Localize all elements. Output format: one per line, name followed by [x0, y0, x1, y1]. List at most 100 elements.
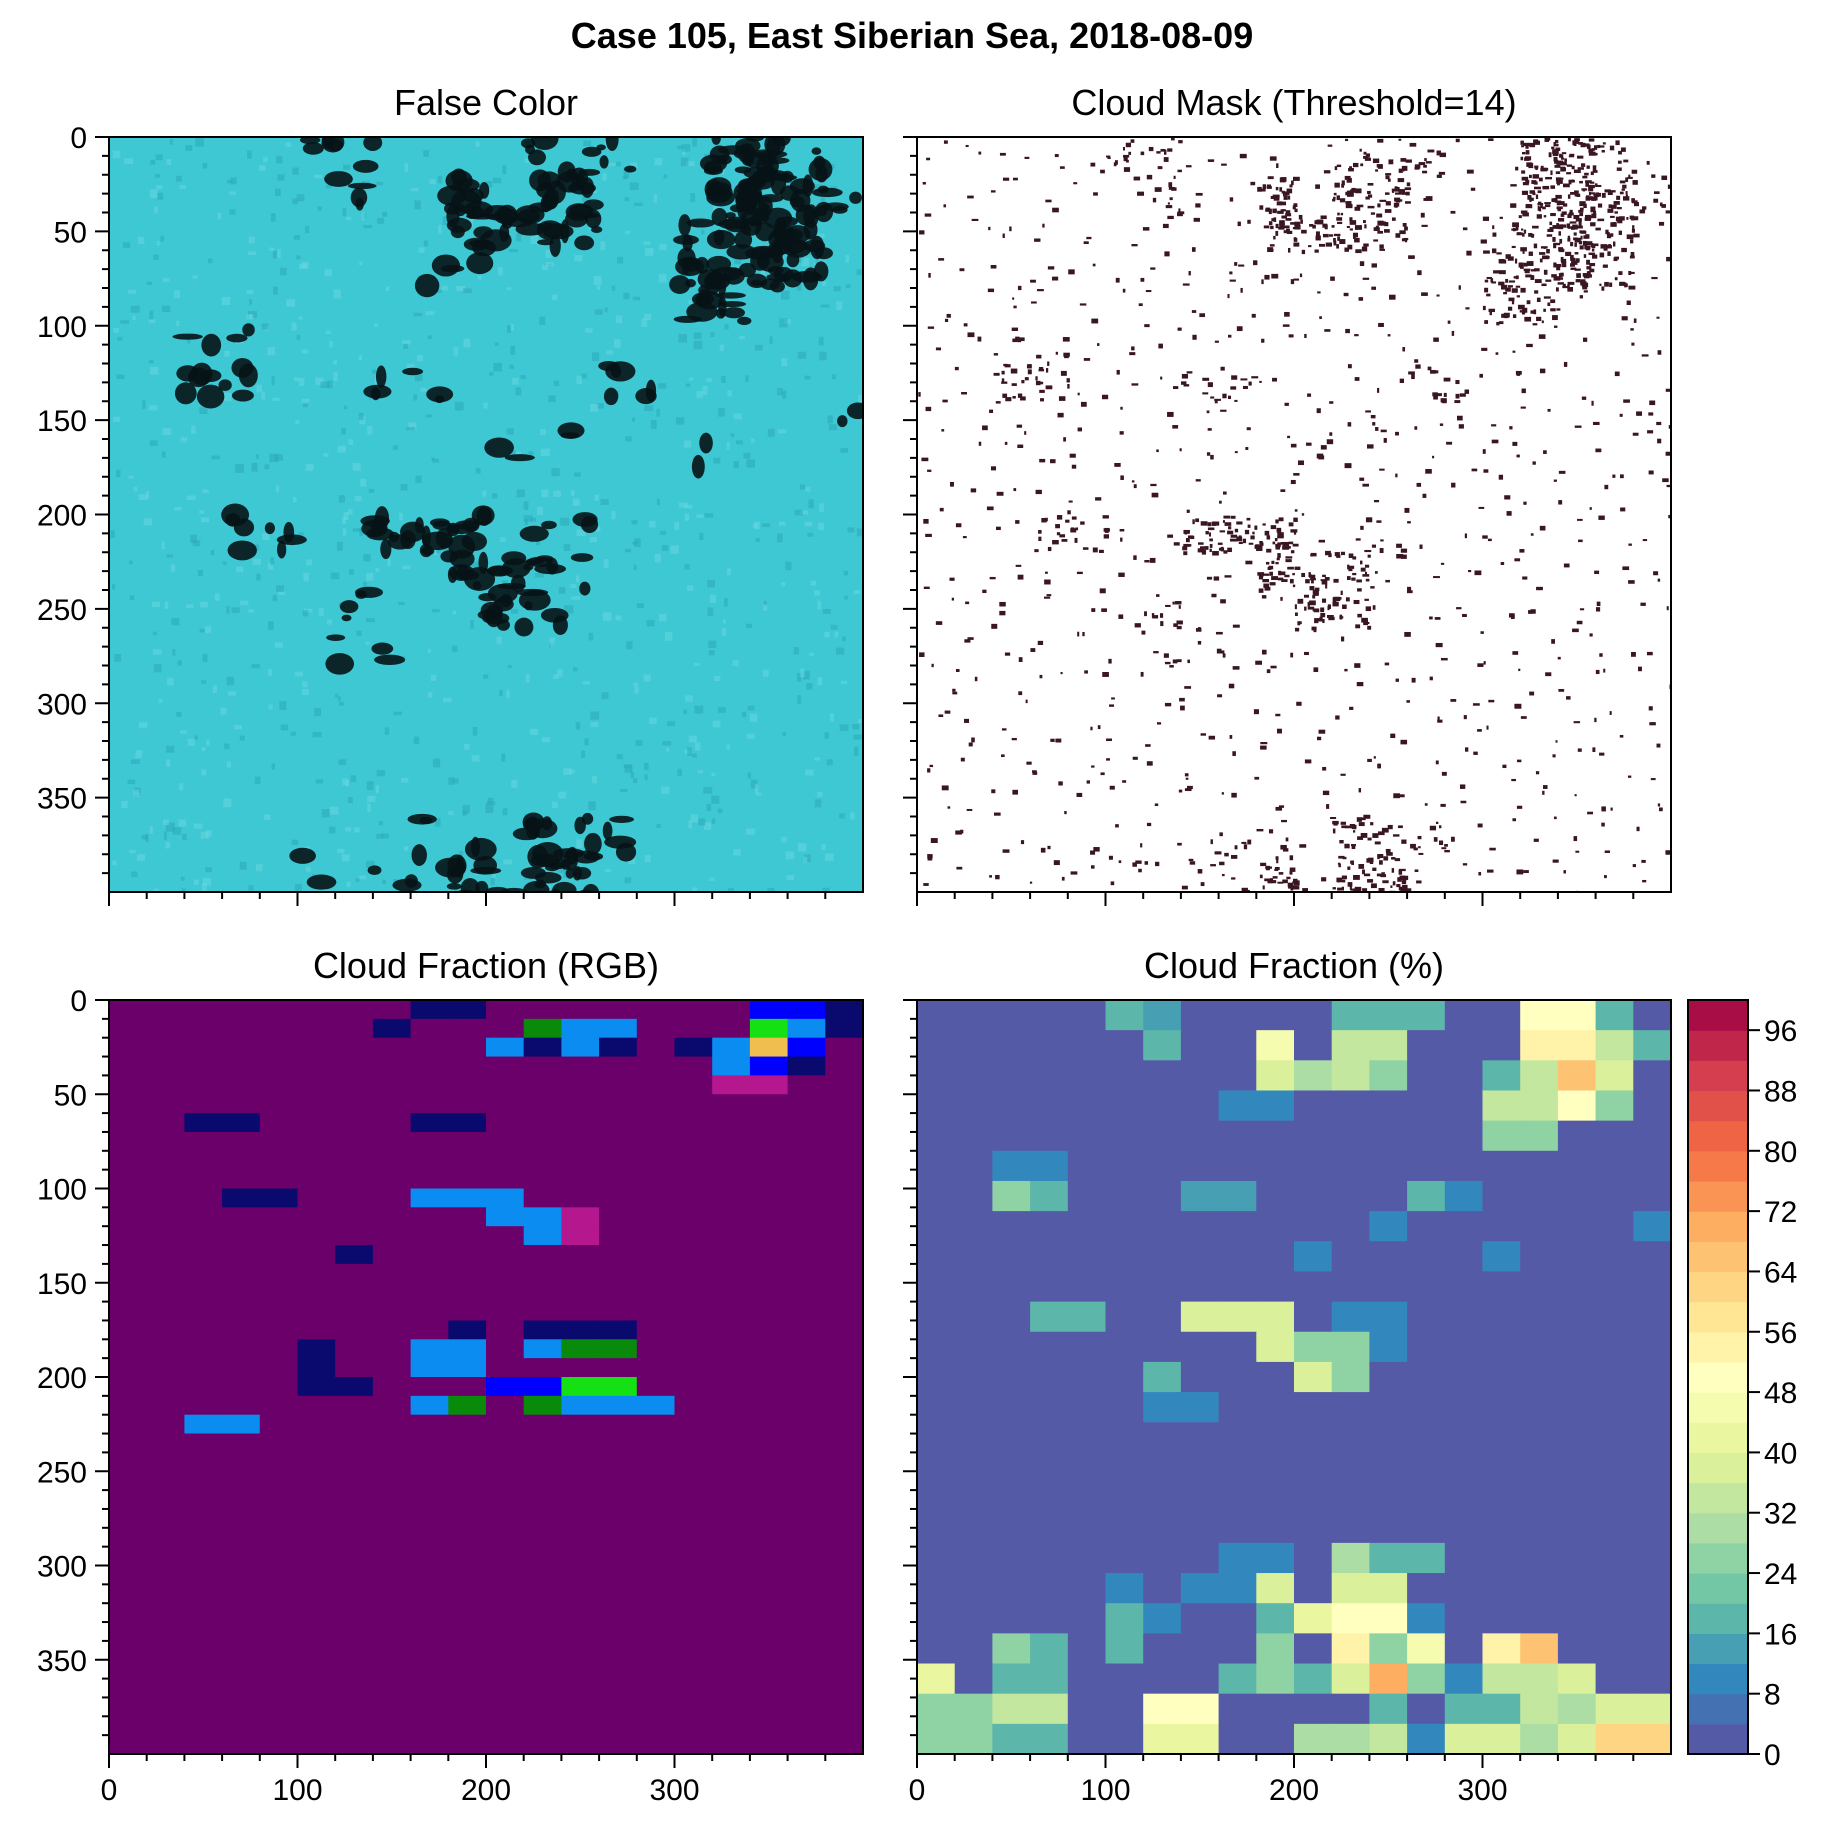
cloud-pixel: [1163, 157, 1169, 162]
cloud-pixel: [1611, 204, 1617, 209]
ice-texture: [261, 391, 266, 400]
cloud-pixel: [1422, 170, 1428, 174]
cloud-pixel: [1065, 519, 1070, 523]
cloud-pixel: [1540, 246, 1548, 249]
cloud-pixel: [962, 536, 967, 539]
cloud-pixel: [1573, 143, 1577, 146]
cloud-pixel: [1278, 805, 1285, 808]
ice-texture: [153, 664, 162, 673]
ice-texture: [427, 692, 433, 698]
cloud-pixel: [1533, 181, 1538, 185]
ice-texture: [138, 722, 148, 728]
open-water-patch: [763, 207, 793, 229]
cloud-pixel: [1312, 608, 1318, 612]
cloud-pixel: [1316, 920, 1320, 923]
cloud-pixel: [1353, 889, 1358, 892]
open-water-patch: [724, 947, 738, 970]
cloud-pixel: [1147, 929, 1151, 934]
cloud-pixel: [967, 195, 974, 199]
cloud-pixel: [1586, 165, 1590, 169]
cloud-pixel: [1211, 521, 1217, 526]
ice-texture: [664, 632, 673, 641]
cloud-pixel: [1245, 988, 1252, 990]
cloud-pixel: [1359, 560, 1363, 565]
cloud-pixel: [1234, 528, 1239, 533]
cloud-pixel: [1378, 888, 1385, 892]
cloud-pixel: [1631, 198, 1635, 203]
cloud-pixel: [1566, 223, 1571, 228]
cloud-pixel: [1542, 206, 1546, 210]
cloud-pixel: [1047, 546, 1052, 552]
cloud-pixel: [1123, 167, 1131, 172]
ice-texture: [470, 620, 474, 629]
ice-texture: [507, 325, 511, 333]
ice-texture: [632, 296, 641, 301]
cloud-pixel: [1517, 990, 1520, 994]
cloud-pixel: [1605, 245, 1612, 249]
open-water-patch: [583, 852, 604, 861]
cloud-pixel: [1188, 271, 1191, 276]
ice-texture: [779, 318, 788, 328]
cloud-pixel: [1120, 475, 1124, 480]
open-water-patch: [492, 893, 520, 905]
cloud-pixel: [1532, 192, 1536, 196]
cloud-pixel: [1326, 804, 1330, 809]
ice-texture: [633, 778, 638, 783]
cloud-pixel: [1019, 337, 1025, 342]
cloud-pixel: [1228, 334, 1232, 338]
cloud-pixel: [1601, 822, 1605, 827]
cloud-pixel: [1657, 438, 1662, 444]
cloud-pixel: [1360, 567, 1366, 572]
ice-texture: [229, 209, 236, 215]
open-water-patch: [769, 174, 798, 181]
ice-texture: [475, 141, 480, 147]
cloud-pixel: [1495, 352, 1499, 355]
cloud-pixel: [1532, 461, 1536, 465]
cloud-pixel: [1299, 917, 1304, 921]
cloud-pixel: [1210, 864, 1216, 867]
cloud-pixel: [1025, 699, 1028, 704]
cloud-pixel: [1358, 297, 1364, 301]
ice-texture: [797, 695, 802, 704]
ice-texture: [856, 528, 863, 537]
ice-texture: [685, 695, 693, 702]
cloud-pixel: [1167, 202, 1170, 205]
cloud-pixel: [1521, 145, 1524, 148]
cloud-pixel: [1275, 186, 1279, 191]
ice-texture: [508, 450, 516, 459]
ice-texture: [434, 818, 441, 827]
ice-texture: [122, 242, 131, 249]
ice-texture: [176, 711, 182, 717]
cloud-pixel: [1497, 953, 1499, 957]
cloud-pixel: [1649, 722, 1656, 726]
cloud-pixel: [1162, 223, 1169, 229]
open-water-patch: [587, 938, 612, 944]
cloud-pixel: [1583, 143, 1590, 147]
cloud-pixel: [1551, 639, 1556, 644]
cloud-pixel: [1184, 544, 1192, 547]
cloud-pixel: [1064, 937, 1071, 941]
cloud-pixel: [1477, 663, 1484, 667]
cloud-pixel: [1318, 455, 1325, 460]
cloud-pixel: [1370, 414, 1376, 419]
cloud-pixel: [1537, 993, 1542, 998]
cloud-pixel: [1250, 181, 1256, 186]
cloud-pixel: [1589, 181, 1595, 184]
cloud-pixel: [1195, 628, 1202, 632]
cloud-pixel: [1254, 525, 1258, 530]
cloud-pixel: [923, 883, 929, 886]
cloud-pixel: [1658, 807, 1663, 812]
cloud-pixel: [1344, 463, 1352, 469]
cloud-pixel: [1488, 138, 1494, 141]
cloud-pixel: [1071, 464, 1077, 469]
cloud-pixel: [949, 481, 954, 487]
cloud-pixel: [1332, 601, 1339, 607]
open-water-patch: [526, 556, 553, 568]
cloud-pixel: [1059, 943, 1062, 947]
cloud-pixel: [1520, 266, 1524, 269]
cloud-pixel: [922, 987, 925, 991]
ice-texture: [453, 347, 459, 356]
cloud-pixel: [1152, 615, 1159, 619]
cloud-pixel: [1497, 981, 1499, 983]
cloud-pixel: [1553, 325, 1558, 328]
